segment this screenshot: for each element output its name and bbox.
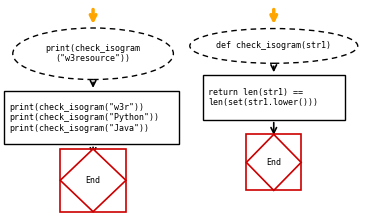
- Text: End: End: [266, 158, 281, 167]
- Bar: [60, 149, 126, 212]
- Text: End: End: [85, 176, 101, 185]
- Bar: [203, 75, 345, 120]
- Bar: [246, 134, 301, 190]
- Polygon shape: [60, 149, 126, 212]
- Text: print(check_isogram("w3r"))
print(check_isogram("Python"))
print(check_isogram(": print(check_isogram("w3r")) print(check_…: [9, 103, 159, 133]
- Polygon shape: [246, 134, 301, 190]
- Ellipse shape: [13, 28, 173, 80]
- Text: print(check_isogram
("w3resource")): print(check_isogram ("w3resource")): [46, 44, 141, 63]
- Bar: [4, 91, 179, 144]
- Text: return len(str1) ==
len(set(str1.lower())): return len(str1) == len(set(str1.lower()…: [208, 88, 318, 107]
- Text: def check_isogram(str1): def check_isogram(str1): [216, 41, 331, 50]
- Ellipse shape: [190, 28, 358, 63]
